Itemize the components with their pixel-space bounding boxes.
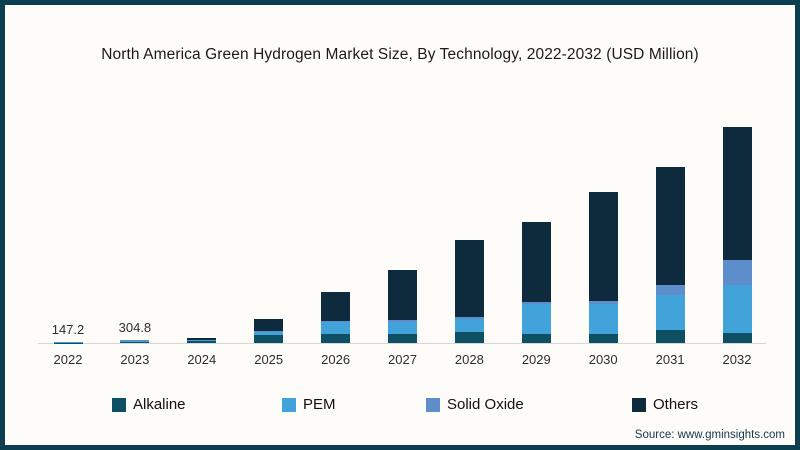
bar-2028 [454,240,484,343]
bar-segment-pem-2030 [588,304,618,334]
bar-segment-alkaline-2027 [388,334,417,343]
bar-segment-solid-oxide-2026 [321,321,351,322]
bar-segment-pem-2024 [187,340,217,341]
bar-segment-pem-2022 [53,341,83,343]
bar-2030 [588,192,618,343]
x-tick-2031: 2031 [655,352,685,367]
bar-2027 [388,270,417,343]
bar-segment-others-2024 [187,338,217,340]
bar-segment-pem-2026 [321,322,351,334]
chart-title: North America Green Hydrogen Market Size… [101,46,699,63]
legend-item-others: Others [632,396,698,413]
x-tick-2023: 2023 [120,352,150,367]
legend-swatch-alkaline [112,397,126,412]
bar-segment-solid-oxide-2027 [388,320,417,322]
bar-2032 [722,127,752,343]
bar-segment-pem-2027 [388,322,417,334]
bar-2023 [120,339,150,343]
bar-segment-alkaline-2028 [454,332,484,343]
bar-segment-others-2027 [388,270,417,320]
bar-segment-others-2032 [722,127,752,260]
bar-2031 [655,167,685,343]
x-tick-2025: 2025 [254,352,284,367]
bar-segment-others-2031 [655,167,685,285]
bar-segment-pem-2032 [722,285,752,333]
bar-segment-solid-oxide-2031 [655,285,685,295]
x-tick-2026: 2026 [321,352,351,367]
legend-label-alkaline: Alkaline [133,396,186,413]
legend-item-alkaline: Alkaline [112,396,186,413]
bar-segment-alkaline-2031 [655,330,685,343]
bar-segment-alkaline-2023 [120,342,150,343]
bar-2029 [521,222,551,343]
x-tick-2024: 2024 [187,352,217,367]
bar-segment-pem-2023 [120,340,150,343]
legend-swatch-solid-oxide [426,397,440,412]
bar-2026 [321,292,351,343]
legend-label-pem: PEM [303,396,336,413]
bar-2025 [254,319,284,343]
bar-segment-solid-oxide-2028 [454,317,484,319]
legend-item-solid-oxide: Solid Oxide [426,396,524,413]
source-credit: Source: www.gminsights.com [634,429,785,441]
bar-2024 [187,338,217,343]
bar-segment-solid-oxide-2029 [521,302,551,304]
bar-segment-others-2029 [521,222,551,302]
bar-segment-alkaline-2032 [722,333,752,343]
legend: Alkaline PEM Solid Oxide Others [5,396,795,416]
bar-segment-alkaline-2025 [254,335,284,343]
legend-swatch-others [632,397,646,412]
bar-segment-pem-2029 [521,304,551,334]
legend-label-others: Others [653,396,699,413]
bar-segment-pem-2025 [254,332,284,335]
legend-label-solid-oxide: Solid Oxide [447,396,524,413]
legend-item-pem: PEM [282,396,336,413]
bar-2022 [53,341,83,343]
bar-segment-solid-oxide-2025 [254,331,284,332]
bar-segment-pem-2031 [655,295,685,330]
bar-segment-others-2026 [321,292,351,321]
x-tick-2027: 2027 [388,352,417,367]
bar-segment-others-2025 [254,319,284,331]
x-tick-2032: 2032 [722,352,752,367]
x-tick-2028: 2028 [454,352,484,367]
bar-segment-alkaline-2029 [521,334,551,343]
x-tick-2030: 2030 [588,352,618,367]
bar-segment-others-2028 [454,240,484,317]
bar-segment-solid-oxide-2032 [722,260,752,285]
x-tick-2022: 2022 [53,352,83,367]
bar-segment-others-2030 [588,192,618,301]
bar-segment-alkaline-2024 [187,340,217,343]
bar-segment-alkaline-2030 [588,334,618,343]
legend-swatch-pem [282,397,296,412]
plot-area: 2022 147.2 2023 304.8 2024 2025 2026 2027 2028 20… [38,100,766,367]
x-tick-2029: 2029 [521,352,551,367]
data-label-2022: 147.2 [51,321,85,337]
data-label-2023: 304.8 [118,319,152,335]
bar-segment-pem-2028 [454,319,484,332]
bar-segment-alkaline-2026 [321,334,351,343]
bar-segment-solid-oxide-2030 [588,301,618,304]
